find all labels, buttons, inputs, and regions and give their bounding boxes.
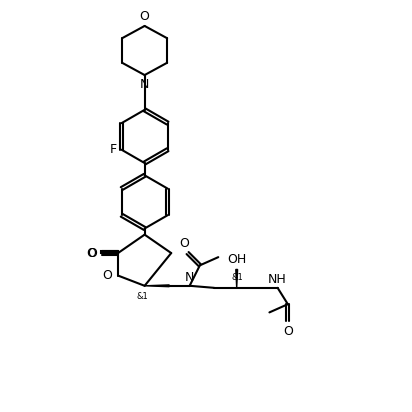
Text: O: O xyxy=(283,325,293,339)
Text: F: F xyxy=(110,143,117,156)
Text: N: N xyxy=(185,271,194,284)
Text: O: O xyxy=(102,269,112,282)
Text: &1: &1 xyxy=(137,292,148,301)
Text: O: O xyxy=(87,246,97,260)
Text: N: N xyxy=(140,78,149,91)
Text: OH: OH xyxy=(227,253,246,266)
Polygon shape xyxy=(236,269,238,288)
Text: O: O xyxy=(179,237,189,250)
Text: NH: NH xyxy=(268,273,287,286)
Text: O: O xyxy=(87,246,96,260)
Text: &1: &1 xyxy=(232,273,243,282)
Text: O: O xyxy=(140,9,150,23)
Polygon shape xyxy=(145,285,169,287)
